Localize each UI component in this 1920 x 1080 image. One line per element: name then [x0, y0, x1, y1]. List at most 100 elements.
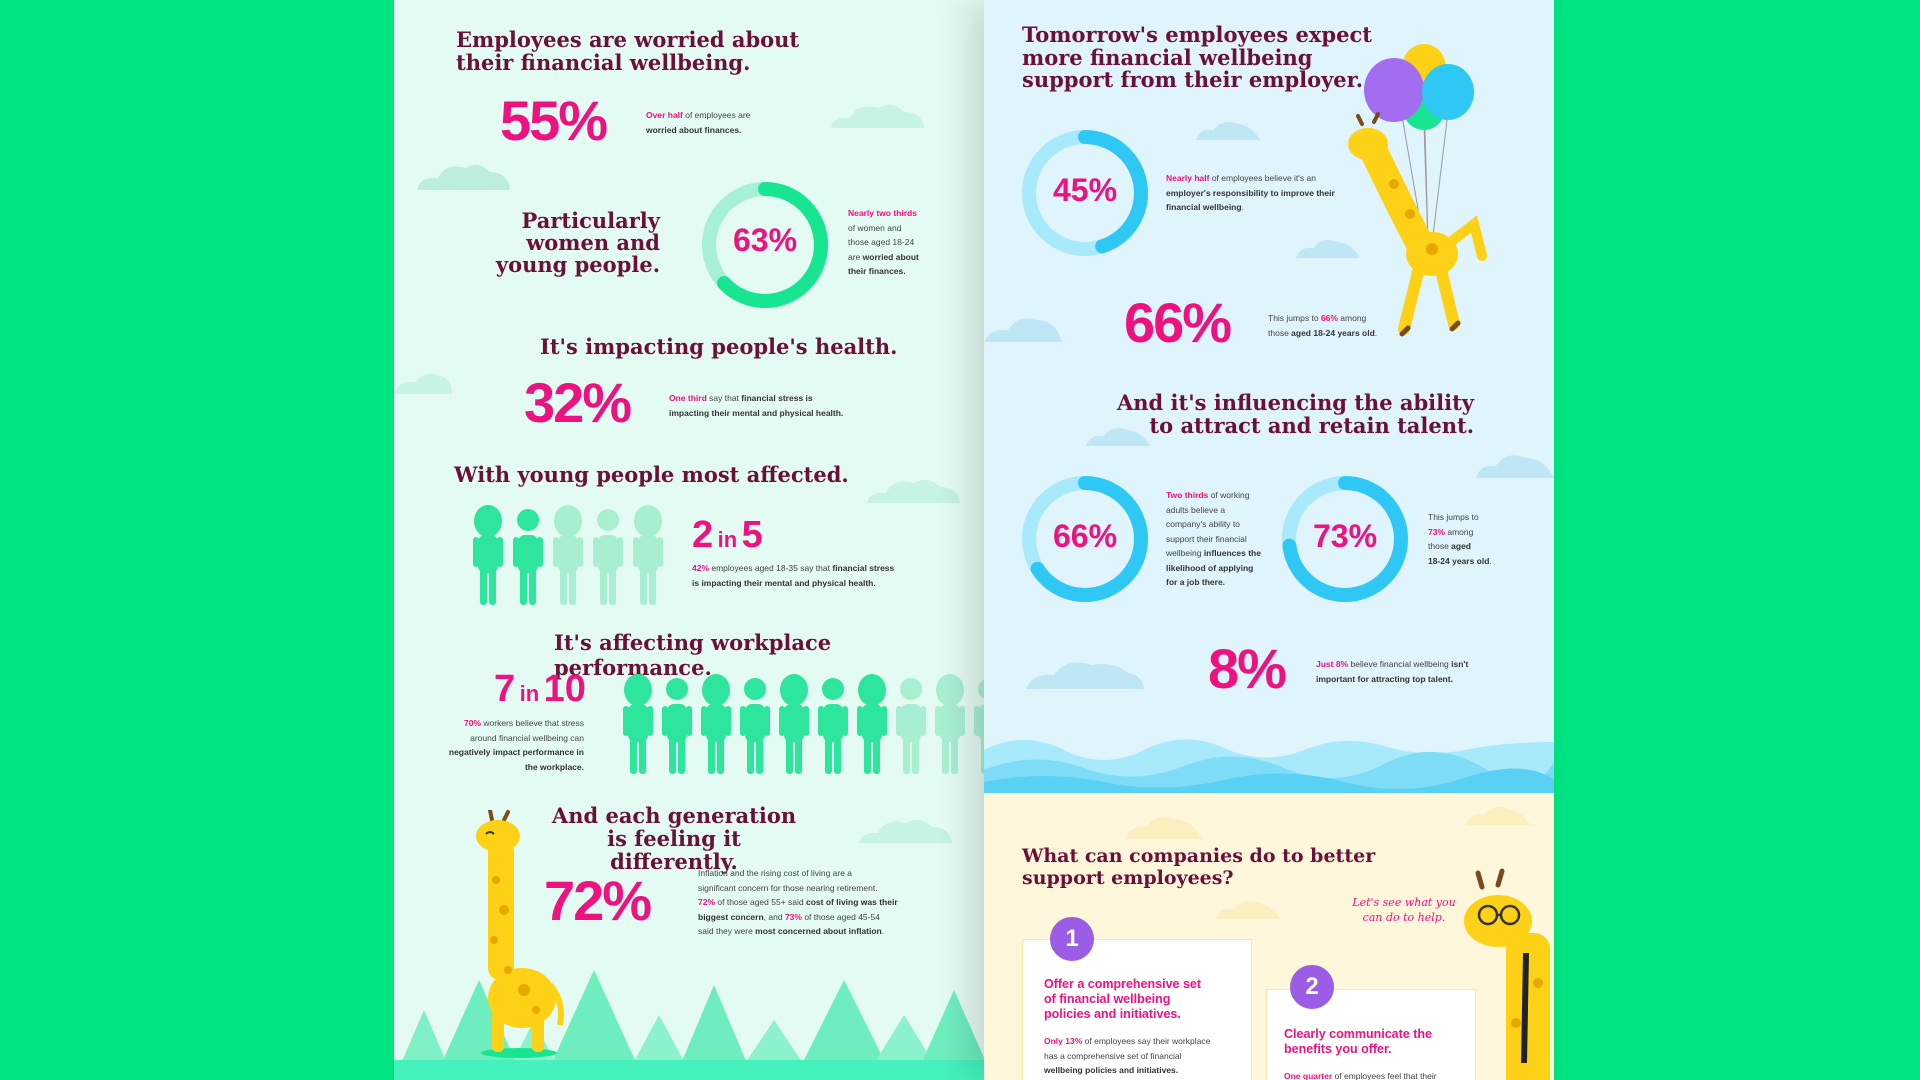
highlight: Nearly half — [1166, 173, 1210, 183]
card-title-line: Clearly communicate the — [1284, 1027, 1432, 1041]
person-icon — [593, 509, 623, 605]
caption-text: employees aged 18-35 say that — [709, 563, 833, 573]
highlight: 66% — [1320, 313, 1338, 323]
highlight: Over half — [646, 110, 683, 120]
caption-text: company's ability to — [1166, 519, 1240, 529]
caption-emphasis: the workplace. — [524, 761, 584, 772]
cloud-icon — [1476, 455, 1554, 478]
people-icons-7-in-10 — [622, 674, 984, 774]
ratio-number: 5 — [741, 514, 763, 556]
cloud-icon — [867, 479, 960, 503]
caption-text: Inflation and the rising cost of living … — [698, 868, 853, 878]
caption-text: of those aged 55+ said — [715, 897, 806, 907]
person-icon — [553, 505, 583, 605]
caption-emphasis: isn't — [1451, 659, 1469, 669]
card-title-line: benefits you offer. — [1284, 1042, 1392, 1056]
cloud-icon — [1086, 428, 1150, 446]
heading-line: Tomorrow's employees expect — [1022, 22, 1372, 47]
stat-2-in-5: 2 in 5 — [692, 514, 763, 557]
highlight: One quarter — [1284, 1071, 1333, 1080]
ring-progress — [1022, 476, 1148, 602]
stat-7-in-10-caption: 70% workers believe that stress around f… — [424, 716, 584, 774]
caption-emphasis: aged 18-24 years old — [1291, 327, 1375, 338]
caption-text: significant concern for those nearing re… — [698, 882, 878, 893]
person-icon — [857, 674, 887, 774]
heading-workplace: It's affecting workplace performance. — [554, 630, 832, 680]
heading-line: Employees are worried about — [456, 27, 800, 52]
caption-emphasis: worried about — [860, 251, 919, 262]
caption-emphasis: financial stress — [832, 563, 895, 573]
caption-emphasis: important for attracting top talent. — [1316, 673, 1453, 684]
tip-card-1-title: Offer a comprehensive set of financial w… — [1044, 977, 1244, 1022]
stat-7-in-10: 7 in 10 — [494, 668, 586, 711]
cloud-icon — [859, 819, 952, 843]
cloud-icon — [984, 318, 1062, 342]
person-icon — [701, 674, 731, 774]
caption-text: are — [848, 251, 861, 262]
stat-55-percent: 55% — [500, 89, 608, 152]
person-icon — [473, 505, 503, 605]
person-icon — [935, 674, 965, 774]
speech-note: Let's see what you can do to help. — [1344, 895, 1464, 925]
heading-attract-retain: And it's influencing the ability to attr… — [1094, 391, 1474, 437]
caption-text: of women and — [848, 222, 902, 233]
caption-text: of employees believe it's an — [1209, 173, 1316, 183]
ring-chart-63 — [702, 182, 828, 308]
caption-emphasis: for a job there. — [1166, 577, 1226, 587]
heading-generation: And each generation is feeling it differ… — [544, 804, 804, 873]
heading-line: support from their employer. — [1022, 67, 1364, 92]
person-icon — [513, 509, 543, 605]
person-icon — [633, 505, 663, 605]
caption-text: those aged 18-24 — [848, 237, 915, 247]
caption-text: said they were — [698, 926, 756, 936]
highlight: 73% — [1428, 526, 1446, 537]
stat-73-caption: This jumps to 73% among those aged 18-24… — [1428, 510, 1538, 568]
caption-text: . — [1374, 327, 1378, 338]
highlight: 42% — [692, 563, 710, 573]
caption-emphasis: financial stress is — [741, 393, 813, 403]
caption-text: worried about finances. — [646, 124, 742, 135]
card-title-line: Offer a comprehensive set — [1044, 977, 1202, 991]
heading-what-can-companies-do: What can companies do to better support … — [1022, 845, 1375, 889]
stat-8-percent: 8% — [1208, 637, 1287, 700]
caption-text: of employees feel that their — [1332, 1071, 1437, 1080]
ratio-number: 10 — [543, 668, 586, 710]
cloud-icon — [1296, 240, 1360, 258]
heading-health: It's impacting people's health. — [540, 334, 898, 359]
step-badge-1: 1 — [1050, 917, 1094, 961]
giraffe-illustration — [476, 810, 564, 1058]
stat-2-in-5-caption: 42% employees aged 18-35 say that financ… — [692, 561, 912, 590]
highlight: Only 13% — [1044, 1036, 1083, 1046]
heading-line: is feeling it differently. — [607, 826, 741, 874]
heading-young-affected: With young people most affected. — [454, 462, 849, 487]
person-icon — [818, 678, 848, 774]
highlight: One third — [669, 393, 707, 403]
heading-line: their financial wellbeing. — [456, 50, 751, 75]
stat-45-caption: Nearly half of employees believe it's an… — [1166, 171, 1366, 215]
people-icons-2-in-5 — [472, 505, 664, 605]
highlight: Nearly two thirds — [848, 208, 917, 218]
caption-emphasis: wellbeing policies and initiatives. — [1044, 1065, 1179, 1075]
caption-emphasis: is impacting their mental and physical h… — [692, 577, 876, 588]
waves-illustration — [984, 739, 1554, 795]
caption-emphasis: their finances. — [848, 266, 906, 276]
highlight: Two thirds — [1166, 490, 1209, 500]
caption-text: , and — [763, 911, 785, 922]
caption-text: adults believe a — [1166, 504, 1226, 515]
caption-text: those — [1268, 327, 1292, 338]
cloud-icon — [1216, 901, 1280, 919]
caption-text: of employees are — [682, 110, 751, 120]
caption-text: This jumps to — [1428, 512, 1479, 522]
speech-line: Let's see what you — [1352, 896, 1456, 909]
glasses-giraffe-illustration — [1464, 868, 1550, 1080]
caption-emphasis: cost of living was their — [806, 897, 898, 907]
heading-worried: Employees are worried about their financ… — [456, 28, 799, 74]
tip-card-1-text: Only 13% of employees say their workplac… — [1044, 1034, 1244, 1078]
stat-66-talent-caption: Two thirds of working adults believe a c… — [1166, 488, 1276, 590]
stat-32-percent: 32% — [524, 371, 632, 434]
caption-emphasis: likelihood of applying — [1166, 562, 1254, 573]
stat-66-percent-young: 66% — [1124, 291, 1232, 354]
step-badge-2: 2 — [1290, 965, 1334, 1009]
person-icon — [974, 679, 984, 774]
caption-emphasis: influences the — [1203, 548, 1261, 558]
